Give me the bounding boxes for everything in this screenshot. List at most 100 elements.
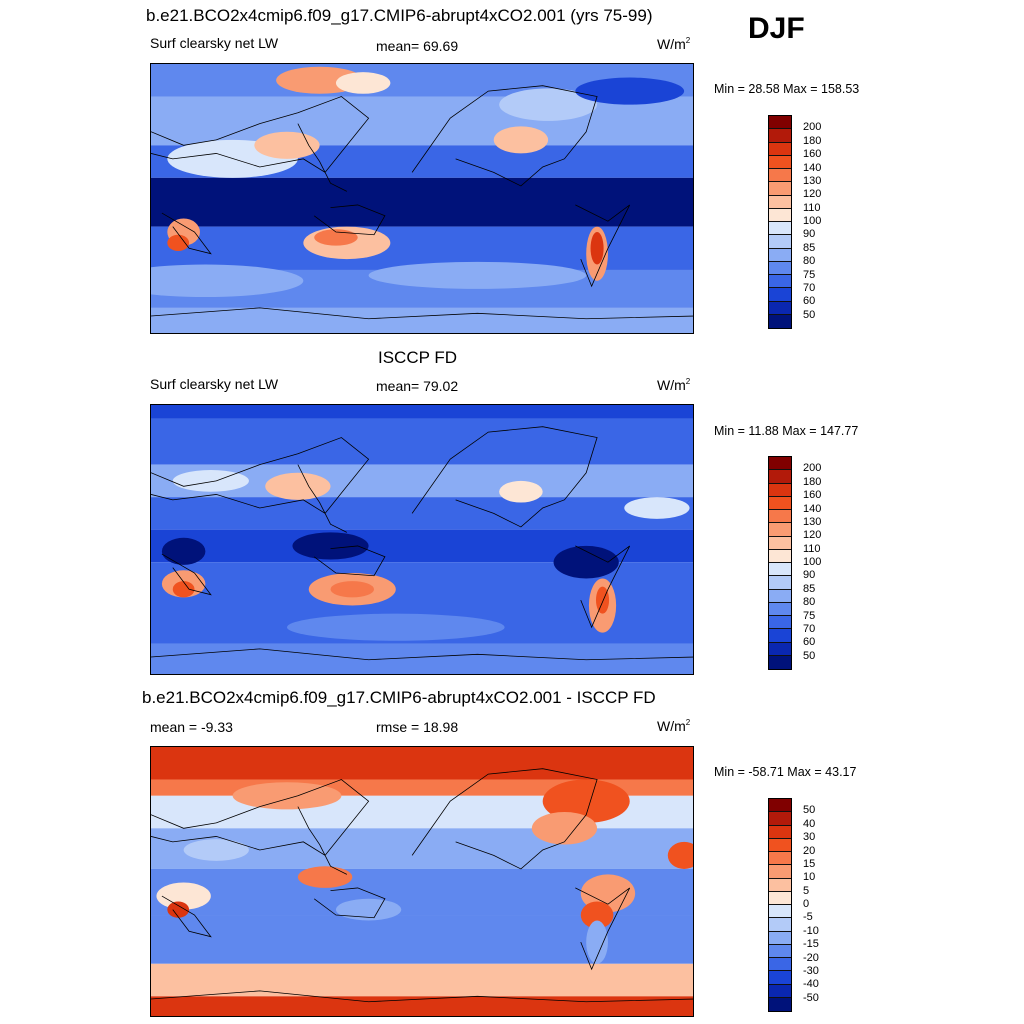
colorbar-swatch <box>769 812 791 826</box>
colorbar-swatch <box>769 616 791 630</box>
field-patch <box>493 126 549 154</box>
colorbar-tick-label: 200 <box>803 462 822 475</box>
colorbar-swatch <box>769 496 791 510</box>
panel1-mean-label: mean= 69.69 <box>376 38 459 54</box>
field-patch <box>586 920 608 964</box>
panel3-units: W/m2 <box>657 718 691 734</box>
coastline-segment <box>151 648 693 661</box>
colorbar-tick-label: 130 <box>803 515 822 528</box>
colorbar-swatch <box>769 142 791 156</box>
field-patch <box>156 882 211 910</box>
panel3-colorbar-labels: 50 40 30 20 15 10 5 0 -5 -10 -15 -20 -30 -40 -50 <box>803 798 843 1012</box>
field-band <box>151 405 693 419</box>
colorbar-tick-label: 75 <box>803 609 816 622</box>
field-band <box>151 177 693 227</box>
colorbar-swatch <box>769 222 791 236</box>
coastlines <box>151 426 693 661</box>
coastlines <box>151 768 693 1003</box>
colorbar-swatch <box>769 799 791 813</box>
colorbar-tick-label: 85 <box>803 582 816 595</box>
colorbar-tick-label: -10 <box>803 924 819 937</box>
colorbar-tick-label: -15 <box>803 938 819 951</box>
colorbar-swatch <box>769 288 791 302</box>
colorbar-swatch <box>769 510 791 524</box>
colorbar-tick-label: 180 <box>803 475 822 488</box>
field-patch <box>335 898 402 921</box>
field-band <box>151 226 693 270</box>
panel3-colorbar <box>768 798 792 1012</box>
panel1-map <box>150 63 694 334</box>
field-patch <box>172 581 195 598</box>
field-patch <box>499 480 543 503</box>
colorbar-tick-label: 50 <box>803 804 816 817</box>
colorbar-tick-label: 90 <box>803 228 816 241</box>
colorbar-swatch <box>769 261 791 275</box>
colorbar-tick-label: 160 <box>803 489 822 502</box>
colorbar-tick-label: 110 <box>803 542 821 555</box>
colorbar-swatch <box>769 642 791 656</box>
colorbar-tick-label: 30 <box>803 831 816 844</box>
coastline-segment <box>297 806 348 875</box>
field-band <box>151 418 693 465</box>
colorbar-tick-label: 60 <box>803 295 816 308</box>
panel1-colorbar <box>768 115 792 329</box>
field-band <box>151 747 693 780</box>
colorbar-tick-label: -40 <box>803 978 819 991</box>
field-patch <box>161 537 206 565</box>
coastline-segment <box>151 307 693 320</box>
colorbar-tick-label: 90 <box>803 569 816 582</box>
field-patch <box>553 545 619 579</box>
field-patch <box>254 131 320 159</box>
colorbar-tick-label: 5 <box>803 884 810 897</box>
colorbar-tick-label: 50 <box>803 649 816 662</box>
coastline-segment <box>151 779 370 856</box>
coastline-segment <box>151 96 370 173</box>
map-field <box>151 405 693 674</box>
colorbar-swatch <box>769 116 791 130</box>
colorbar-tick-label: 120 <box>803 529 822 542</box>
field-patch <box>151 264 304 298</box>
coastline-segment <box>313 545 386 577</box>
colorbar-tick-label: -50 <box>803 991 819 1004</box>
colorbar-tick-label: 10 <box>803 871 816 884</box>
field-patch <box>297 866 353 888</box>
coastline-segment <box>161 553 212 596</box>
field-band <box>151 96 693 146</box>
colorbar-swatch <box>769 208 791 222</box>
field-band <box>151 996 693 1016</box>
colorbar-tick-label: -30 <box>803 964 819 977</box>
colorbar-tick-label: 110 <box>803 201 821 214</box>
field-patch <box>232 782 342 810</box>
field-patch <box>287 613 505 641</box>
colorbar-tick-label: 100 <box>803 215 822 227</box>
colorbar-tick-label: 50 <box>803 308 816 321</box>
colorbar-swatch <box>769 589 791 603</box>
colorbar-swatch <box>769 301 791 315</box>
panel2-colorbar <box>768 456 792 670</box>
field-patch <box>265 472 331 500</box>
colorbar-swatch <box>769 891 791 905</box>
colorbar-tick-label: 40 <box>803 817 816 830</box>
colorbar-tick-label: 70 <box>803 281 816 294</box>
coastline-segment <box>575 204 631 288</box>
field-band <box>151 497 693 530</box>
field-band <box>151 307 693 333</box>
colorbar-tick-label: 70 <box>803 622 816 635</box>
map-field <box>151 747 693 1016</box>
panel1-variable-label: Surf clearsky net LW <box>150 35 279 51</box>
field-patch <box>330 581 375 598</box>
colorbar-tick-label: 80 <box>803 255 816 268</box>
colorbar-tick-label: 100 <box>803 556 822 568</box>
colorbar-swatch <box>769 905 791 919</box>
panel1-colorbar-labels: 200 180 160 140 130 120 110 100 90 85 80 75 70 60 50 <box>803 115 843 329</box>
panel1-title: b.e21.BCO2x4cmip6.f09_g17.CMIP6-abrupt4x… <box>146 6 653 25</box>
panel3-rmse-label: rmse = 18.98 <box>376 719 459 735</box>
colorbar-swatch <box>769 958 791 972</box>
coastlines <box>151 85 693 320</box>
panel3-mean-label: mean = -9.33 <box>150 719 233 735</box>
colorbar-tick-label: 130 <box>803 174 822 187</box>
colorbar-swatch <box>769 944 791 958</box>
colorbar-swatch <box>769 865 791 879</box>
colorbar-swatch <box>769 275 791 289</box>
coastline-segment <box>575 545 631 629</box>
